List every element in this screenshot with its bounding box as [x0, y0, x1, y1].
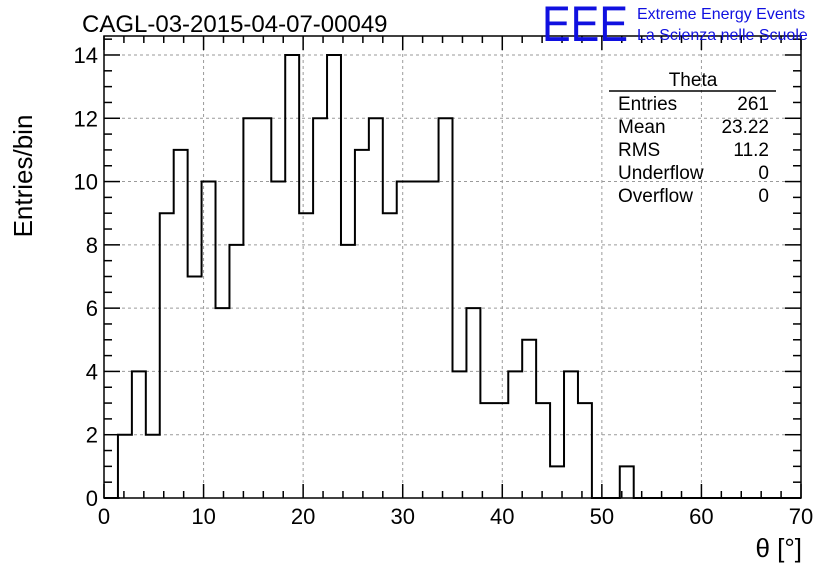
- x-axis-title: θ [°]: [755, 533, 802, 563]
- y-tick-label: 12: [74, 106, 98, 131]
- y-tick-label: 6: [86, 296, 98, 321]
- chart-title: CAGL-03-2015-04-07-00049: [82, 11, 388, 38]
- stats-title: Theta: [669, 70, 718, 91]
- x-tick-label: 60: [689, 504, 713, 529]
- x-tick-label: 40: [490, 504, 514, 529]
- eee-logo-mark: EEE: [542, 0, 628, 52]
- plot-frame: [103, 35, 802, 499]
- y-tick-label: 4: [86, 359, 98, 384]
- histogram-outline: [104, 53, 801, 499]
- logo: EEE Extreme Energy Events La Scienza nel…: [542, 0, 808, 52]
- y-tick-label: 8: [86, 233, 98, 258]
- stats-value-overflow: 0: [758, 186, 769, 207]
- stats-box: Theta Entries 261 Mean 23.22 RMS 11.2 Un…: [609, 70, 776, 207]
- stats-label-entries: Entries: [618, 94, 677, 115]
- y-tick-label: 0: [86, 486, 98, 511]
- x-tick-label: 30: [390, 504, 414, 529]
- stats-value-entries: 261: [737, 94, 769, 115]
- stats-value-rms: 11.2: [733, 140, 769, 161]
- stats-label-overflow: Overflow: [618, 186, 693, 207]
- stats-label-mean: Mean: [618, 117, 666, 138]
- y-tick-label: 2: [86, 423, 98, 448]
- y-axis-title: Entries/bin: [8, 115, 38, 238]
- stats-value-underflow: 0: [758, 163, 769, 184]
- logo-line-2: La Scienza nelle Scuole: [637, 27, 808, 44]
- axis-ticks: [103, 36, 802, 499]
- x-tick-label: 70: [789, 504, 813, 529]
- x-tick-label: 20: [291, 504, 315, 529]
- y-tick-labels: 0 2 4 6 8 10 12 14: [74, 43, 98, 511]
- stats-label-rms: RMS: [618, 140, 660, 161]
- stats-value-mean: 23.22: [721, 117, 769, 138]
- x-tick-label: 50: [590, 504, 614, 529]
- x-tick-labels: 0 10 20 30 40 50 60 70: [98, 504, 813, 529]
- stats-label-underflow: Underflow: [618, 163, 704, 184]
- x-tick-label: 10: [191, 504, 215, 529]
- x-tick-label: 0: [98, 504, 110, 529]
- histogram-bars: [104, 53, 801, 499]
- y-tick-label: 14: [74, 43, 98, 68]
- y-tick-label: 10: [74, 170, 98, 195]
- logo-line-1: Extreme Energy Events: [637, 6, 805, 23]
